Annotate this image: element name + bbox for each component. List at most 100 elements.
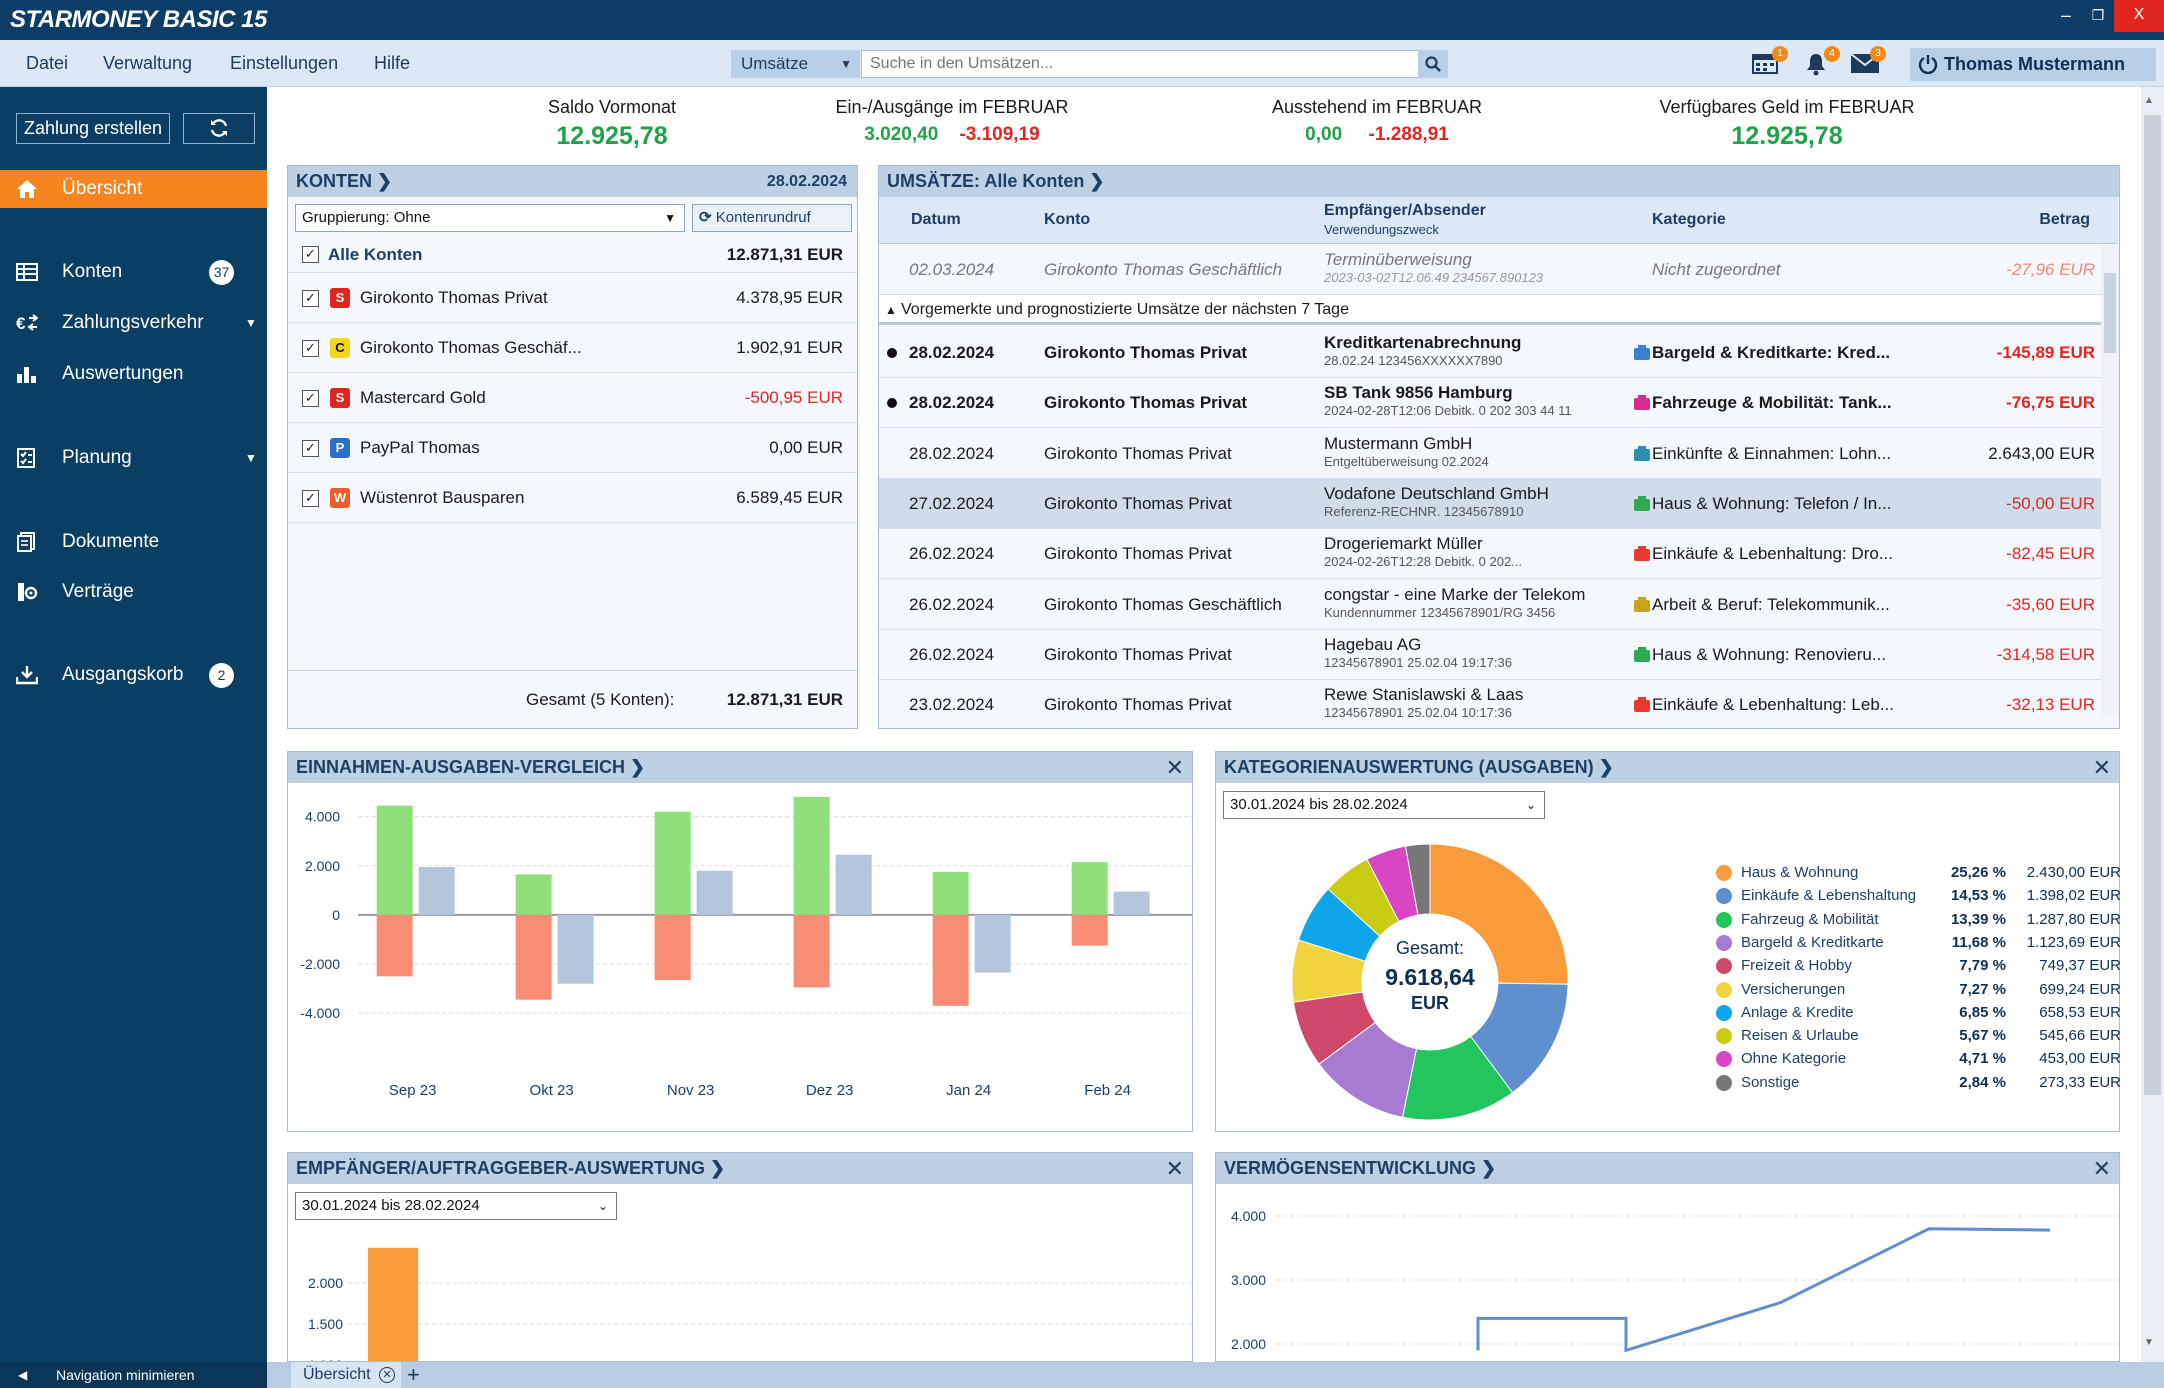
col-betrag[interactable]: Betrag [2039,211,2090,228]
close-window-button[interactable]: X [2114,0,2164,32]
grouping-dropdown[interactable]: Gruppierung: Ohne ▼ [295,204,685,232]
legend-item[interactable]: Bargeld & Kreditkarte 11,68 % 1.123,69 EUR [1716,931,2136,954]
bar[interactable] [932,871,969,915]
restore-button[interactable]: ❐ [2091,7,2105,23]
bar[interactable] [368,1247,418,1362]
tab-uebersicht[interactable]: Übersicht ✕ [291,1362,401,1388]
bar[interactable] [515,914,552,1000]
scrollbar-thumb[interactable] [2104,273,2116,353]
close-tab-icon[interactable]: ✕ [379,1367,395,1383]
calendar-button[interactable]: 1 [1752,46,1788,78]
col-empfaenger[interactable]: Empfänger/Absender [1324,202,1486,219]
bar[interactable] [835,854,872,915]
bar[interactable] [654,914,691,981]
account-row[interactable]: ✓ S Mastercard Gold -500,95 EUR [288,373,857,423]
table-row[interactable]: 26.02.2024 Girokonto Thomas Geschäftlich c… [879,580,2101,630]
bar[interactable] [793,914,830,988]
bar[interactable] [696,870,733,915]
table-row[interactable]: 28.02.2024 Girokonto Thomas Privat Kreditk… [879,328,2101,378]
pending-group-header[interactable]: ▲ Vorgemerkte und prognostizierte Umsätz… [879,295,2101,325]
legend-item[interactable]: Anlage & Kredite 6,85 % 658,53 EUR [1716,1001,2136,1024]
table-row[interactable]: 28.02.2024 Girokonto Thomas Privat SB Tank… [879,378,2101,429]
checkbox[interactable]: ✓ [302,490,319,507]
einaus-header[interactable]: EINNAHMEN-AUSGABEN-VERGLEICH ❯ ✕ [288,752,1192,783]
vermoegen-header[interactable]: VERMÖGENSENTWICKLUNG ❯ ✕ [1216,1153,2119,1184]
kontenrundruf-button[interactable]: ⟳ Kontenrundruf [692,204,852,232]
table-row[interactable]: 23.02.2024 Girokonto Thomas Privat Rewe St… [879,680,2101,728]
bar[interactable] [654,811,691,915]
konten-header[interactable]: KONTEN ❯ 28.02.2024 [288,166,857,197]
menu-einstellungen[interactable]: Einstellungen [230,53,339,73]
empfaenger-range-dropdown[interactable]: 30.01.2024 bis 28.02.2024 ⌄ [295,1192,617,1220]
menu-verwaltung[interactable]: Verwaltung [103,53,193,73]
close-icon[interactable]: ✕ [2092,755,2111,780]
scrollbar-thumb[interactable] [2144,115,2161,1095]
bar[interactable] [515,874,552,915]
checkbox[interactable]: ✓ [302,440,319,457]
bar[interactable] [1071,914,1108,946]
nav-planung[interactable]: Planung ▼ [0,439,267,477]
account-row[interactable]: ✓ P PayPal Thomas 0,00 EUR [288,423,857,473]
checkbox[interactable]: ✓ [302,290,319,307]
umsaetze-header[interactable]: UMSÄTZE: Alle Konten ❯ [879,166,2119,197]
bar[interactable] [974,914,1011,973]
minimize-navigation-button[interactable]: ◀ Navigation minimieren [0,1362,267,1388]
empfaenger-header[interactable]: EMPFÄNGER/AUFTRAGGEBER-AUSWERTUNG ❯ ✕ [288,1153,1192,1184]
bar[interactable] [418,867,455,915]
search-button[interactable] [1418,50,1448,78]
scroll-up-icon[interactable]: ▲ [2144,95,2154,106]
minimize-button[interactable]: – [2060,5,2071,25]
bar[interactable] [932,914,969,1006]
create-payment-button[interactable]: Zahlung erstellen [16,113,170,144]
bar[interactable] [1071,862,1108,915]
legend-item[interactable]: Ohne Kategorie 4,71 % 453,00 EUR [1716,1047,2136,1070]
user-menu[interactable]: Thomas Mustermann [1910,48,2156,81]
account-row[interactable]: ✓ C Girokonto Thomas Geschäf... 1.902,91 EU… [288,323,857,373]
account-row[interactable]: ✓ W Wüstenrot Bausparen 6.589,45 EUR [288,473,857,523]
table-scrollbar[interactable] [2101,245,2119,715]
all-accounts-row[interactable]: ✓ Alle Konten 12.871,31 EUR [288,236,857,273]
menu-datei[interactable]: Datei [26,53,69,73]
nav-dokumente[interactable]: Dokumente [0,523,267,561]
scroll-down-icon[interactable]: ▼ [2144,1337,2154,1348]
account-row[interactable]: ✓ S Girokonto Thomas Privat 4.378,95 EUR [288,273,857,323]
nav-auswertungen[interactable]: Auswertungen [0,355,267,393]
legend-item[interactable]: Versicherungen 7,27 % 699,24 EUR [1716,978,2136,1001]
close-icon[interactable]: ✕ [1165,1156,1184,1181]
legend-item[interactable]: Freizeit & Hobby 7,79 % 749,37 EUR [1716,954,2136,977]
col-kategorie[interactable]: Kategorie [1652,211,1726,228]
legend-item[interactable]: Reisen & Urlaube 5,67 % 545,66 EUR [1716,1024,2136,1047]
col-datum[interactable]: Datum [911,211,961,228]
kategorien-header[interactable]: KATEGORIENAUSWERTUNG (AUSGABEN) ❯ ✕ [1216,752,2119,783]
table-row[interactable]: 26.02.2024 Girokonto Thomas Privat Hagebau… [879,630,2101,680]
bar[interactable] [1113,891,1150,915]
nav-ausgangskorb[interactable]: Ausgangskorb 2 [0,656,267,694]
pending-row[interactable]: 02.03.2024 Girokonto Thomas Geschäftlich… [879,245,2101,295]
table-row[interactable]: 28.02.2024 Girokonto Thomas Privat Musterm… [879,429,2101,479]
kategorien-range-dropdown[interactable]: 30.01.2024 bis 28.02.2024 ⌄ [1223,791,1545,819]
nav-vertraege[interactable]: Verträge [0,573,267,611]
legend-item[interactable]: Einkäufe & Lebenshaltung 14,53 % 1.398,02 … [1716,884,2136,907]
checkbox[interactable]: ✓ [302,340,319,357]
notifications-button[interactable]: 4 [1804,46,1840,78]
col-konto[interactable]: Konto [1044,211,1091,228]
checkbox[interactable]: ✓ [302,390,319,407]
add-tab-button[interactable]: + [407,1362,420,1387]
messages-button[interactable]: 3 [1850,46,1886,78]
nav-zahlungsverkehr[interactable]: € Zahlungsverkehr ▼ [0,304,267,342]
main-scrollbar[interactable]: ▲ ▼ [2141,87,2164,1362]
bar[interactable] [376,914,413,977]
table-row[interactable]: 27.02.2024 Girokonto Thomas Privat Vodafon… [879,478,2101,529]
legend-item[interactable]: Fahrzeug & Mobilität 13,39 % 1.287,80 EUR [1716,908,2136,931]
bar[interactable] [557,914,594,984]
search-input[interactable] [861,50,1448,78]
nav-konten[interactable]: Konten 37 [0,253,267,291]
close-icon[interactable]: ✕ [1165,755,1184,780]
legend-item[interactable]: Sonstige 2,84 % 273,33 EUR [1716,1071,2136,1094]
bar[interactable] [793,797,830,915]
menu-hilfe[interactable]: Hilfe [374,53,411,73]
checkbox[interactable]: ✓ [302,246,319,263]
bar[interactable] [376,805,413,915]
nav-uebersicht[interactable]: Übersicht [0,170,267,208]
refresh-button[interactable] [183,113,255,144]
